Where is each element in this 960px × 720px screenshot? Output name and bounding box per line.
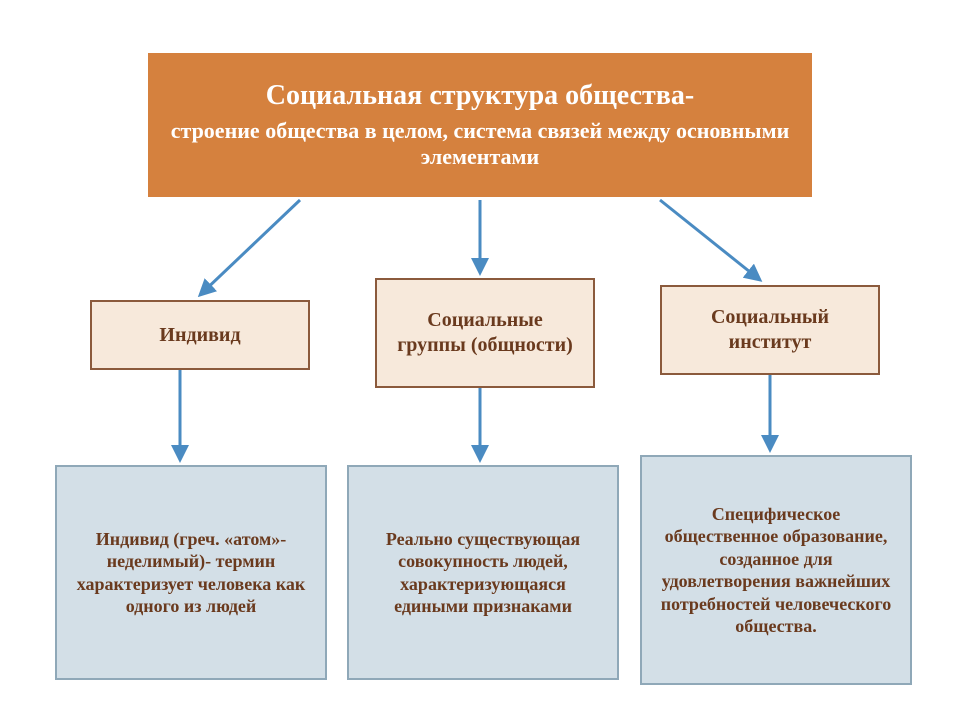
node-institute-def-label: Специфическое общественное образование, … bbox=[656, 503, 896, 638]
node-individ-def-label: Индивид (греч. «атом»- неделимый)- терми… bbox=[71, 528, 311, 618]
node-social-groups-label: Социальные группы (общности) bbox=[391, 308, 579, 358]
node-social-institute: Социальный институт bbox=[660, 285, 880, 375]
node-groups-def: Реально существующая совокупность людей,… bbox=[347, 465, 619, 680]
arrow bbox=[660, 200, 760, 280]
root-title: Социальная структура общества- bbox=[162, 80, 798, 112]
arrow bbox=[200, 200, 300, 295]
root-node: Социальная структура общества- строение … bbox=[145, 50, 815, 200]
node-groups-def-label: Реально существующая совокупность людей,… bbox=[363, 528, 603, 618]
node-institute-def: Специфическое общественное образование, … bbox=[640, 455, 912, 685]
root-text-wrap: Социальная структура общества- строение … bbox=[162, 80, 798, 170]
root-subtitle: строение общества в целом, система связе… bbox=[162, 118, 798, 170]
node-social-institute-label: Социальный институт bbox=[676, 305, 864, 355]
node-individ: Индивид bbox=[90, 300, 310, 370]
node-social-groups: Социальные группы (общности) bbox=[375, 278, 595, 388]
node-individ-def: Индивид (греч. «атом»- неделимый)- терми… bbox=[55, 465, 327, 680]
node-individ-label: Индивид bbox=[159, 323, 240, 348]
